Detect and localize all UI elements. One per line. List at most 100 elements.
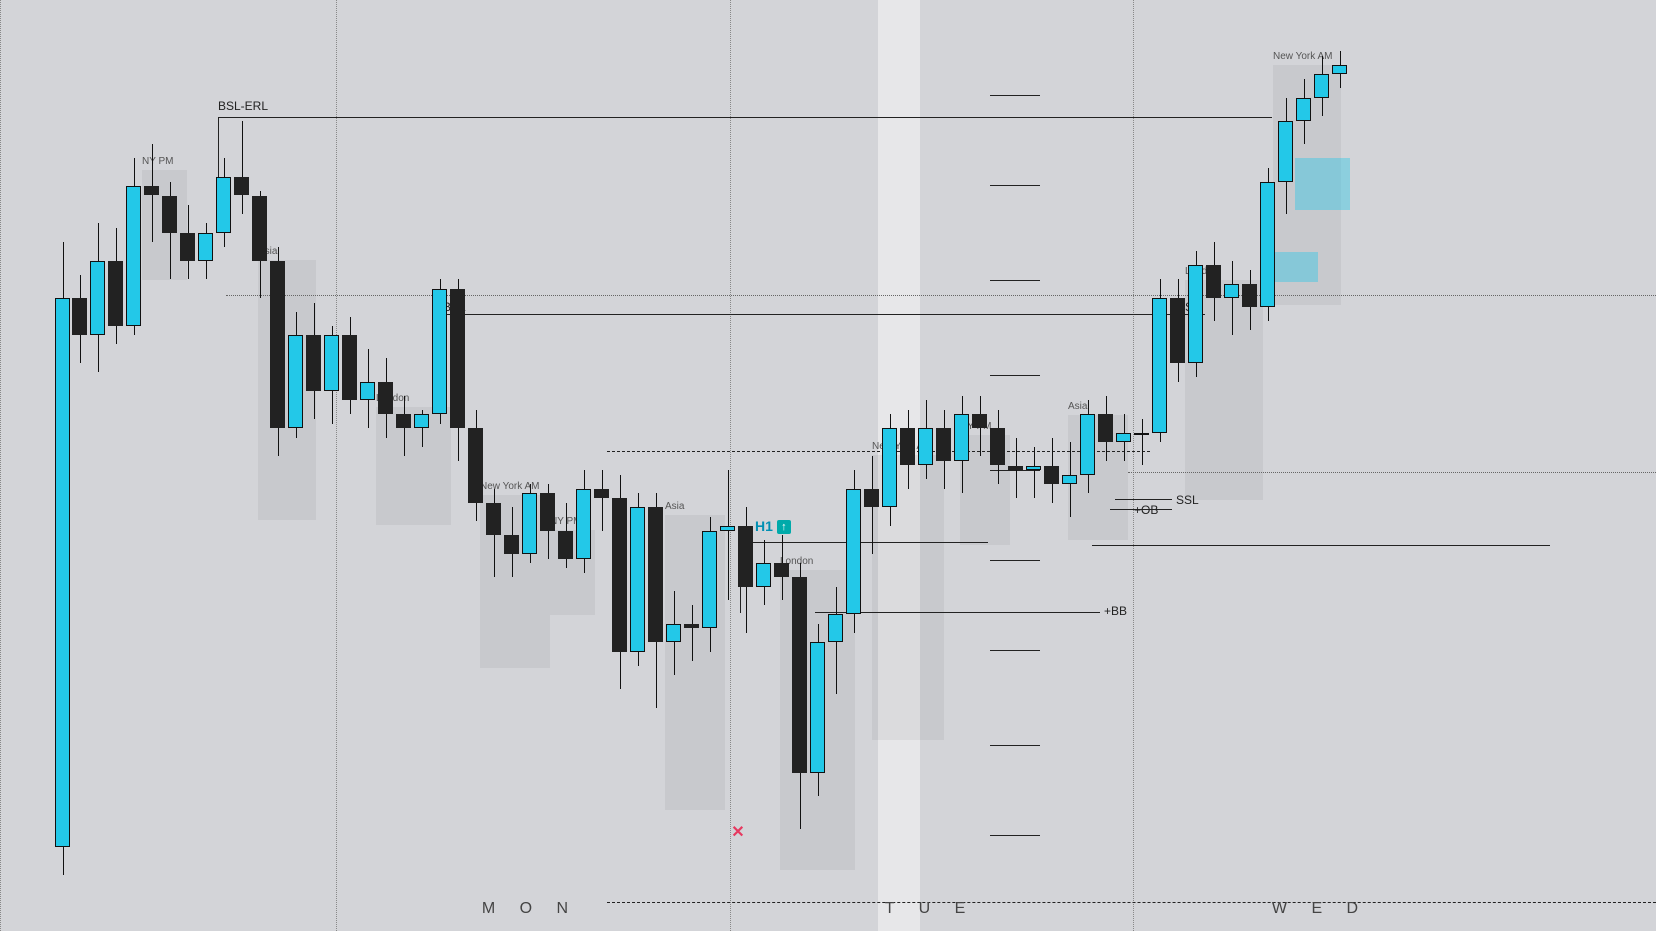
candle-body xyxy=(720,526,735,531)
day-label: W E D xyxy=(1272,900,1368,918)
candle-body xyxy=(828,614,843,642)
candle-body xyxy=(594,489,609,498)
candle-body xyxy=(270,261,285,429)
level-label: +OB xyxy=(1134,503,1158,517)
grid-vertical xyxy=(1133,0,1134,931)
candle-body xyxy=(666,624,681,643)
candle-body xyxy=(360,382,375,401)
candle-body xyxy=(1098,414,1113,442)
candle-body xyxy=(756,563,771,586)
session-label: Asia xyxy=(665,501,684,512)
h1-label: H1 ↑ xyxy=(755,518,791,534)
level-label: BSL-ERL xyxy=(218,99,268,113)
price-tick xyxy=(990,185,1040,186)
candle-body xyxy=(306,335,321,391)
session-label: Asia xyxy=(1068,401,1087,412)
candle-wick xyxy=(1142,419,1143,466)
candle-body xyxy=(234,177,249,196)
candle-body xyxy=(1278,121,1293,182)
candle-body xyxy=(630,507,645,651)
candle-wick xyxy=(692,605,693,661)
candle-body xyxy=(990,428,1005,465)
level-line xyxy=(1128,472,1656,473)
candle-body xyxy=(558,531,573,559)
candle-body xyxy=(468,428,483,502)
candle-body xyxy=(1206,265,1221,298)
candle-body xyxy=(1044,466,1059,485)
candle-body xyxy=(936,428,951,461)
candle-body xyxy=(522,493,537,554)
session-label: New York AM xyxy=(480,481,539,492)
candle-wick xyxy=(1232,261,1233,335)
candle-body xyxy=(954,414,969,461)
candle-body xyxy=(342,335,357,400)
candle-body xyxy=(288,335,303,428)
candlestick-chart[interactable]: NY PMAsiaLondonNew York AMNY PMAsiaLondo… xyxy=(0,0,1656,931)
candle-wick xyxy=(242,121,243,214)
candle-body xyxy=(252,196,267,261)
candle-body xyxy=(72,298,87,335)
price-tick xyxy=(990,650,1040,651)
level-line xyxy=(1115,499,1172,500)
candle-body xyxy=(918,428,933,465)
day-label: M O N xyxy=(482,900,578,918)
candle-wick xyxy=(602,470,603,531)
candle-body xyxy=(504,535,519,554)
candle-body xyxy=(162,196,177,233)
candle-body xyxy=(882,428,897,507)
up-arrow-icon: ↑ xyxy=(777,520,791,534)
candle-body xyxy=(1332,65,1347,74)
session-label: NY PM xyxy=(142,156,174,167)
level-line xyxy=(433,314,1172,315)
candle-body xyxy=(90,261,105,335)
grid-vertical xyxy=(0,0,1,931)
candle-body xyxy=(1296,98,1311,121)
candle-body xyxy=(55,298,70,847)
candle-body xyxy=(414,414,429,428)
candle-body xyxy=(1134,433,1149,435)
candle-body xyxy=(1062,475,1077,484)
price-tick xyxy=(990,375,1040,376)
candle-body xyxy=(774,563,789,577)
candle-body xyxy=(180,233,195,261)
candle-body xyxy=(1008,466,1023,471)
day-label: T U E xyxy=(885,900,976,918)
candle-body xyxy=(216,177,231,233)
candle-body xyxy=(144,186,159,195)
candle-body xyxy=(1188,265,1203,363)
level-line xyxy=(1092,545,1550,546)
candle-body xyxy=(810,642,825,772)
candle-body xyxy=(378,382,393,415)
price-tick xyxy=(990,560,1040,561)
level-label: +BB xyxy=(1104,604,1127,618)
candle-body xyxy=(576,489,591,559)
candle-body xyxy=(396,414,411,428)
zone-box xyxy=(1295,158,1350,210)
candle-body xyxy=(702,531,717,629)
candle-body xyxy=(1152,298,1167,433)
candle-body xyxy=(846,489,861,615)
candle-body xyxy=(738,526,753,587)
candle-body xyxy=(540,493,555,530)
candle-body xyxy=(864,489,879,508)
candle-body xyxy=(1026,466,1041,471)
candle-wick xyxy=(728,470,729,600)
level-line xyxy=(607,902,1656,903)
candle-body xyxy=(1116,433,1131,442)
candle-body xyxy=(108,261,123,326)
candle-body xyxy=(1080,414,1095,475)
candle-body xyxy=(450,289,465,429)
candle-body xyxy=(648,507,663,642)
level-label: SSL xyxy=(1176,493,1199,507)
grid-vertical xyxy=(336,0,337,931)
h1-text: H1 xyxy=(755,518,773,534)
candle-body xyxy=(324,335,339,391)
level-line xyxy=(740,542,988,543)
zone-box xyxy=(1275,252,1318,282)
price-tick xyxy=(990,835,1040,836)
candle-body xyxy=(972,414,987,428)
candle-body xyxy=(1260,182,1275,308)
candle-body xyxy=(126,186,141,326)
candle-body xyxy=(1170,298,1185,363)
candle-body xyxy=(1224,284,1239,298)
